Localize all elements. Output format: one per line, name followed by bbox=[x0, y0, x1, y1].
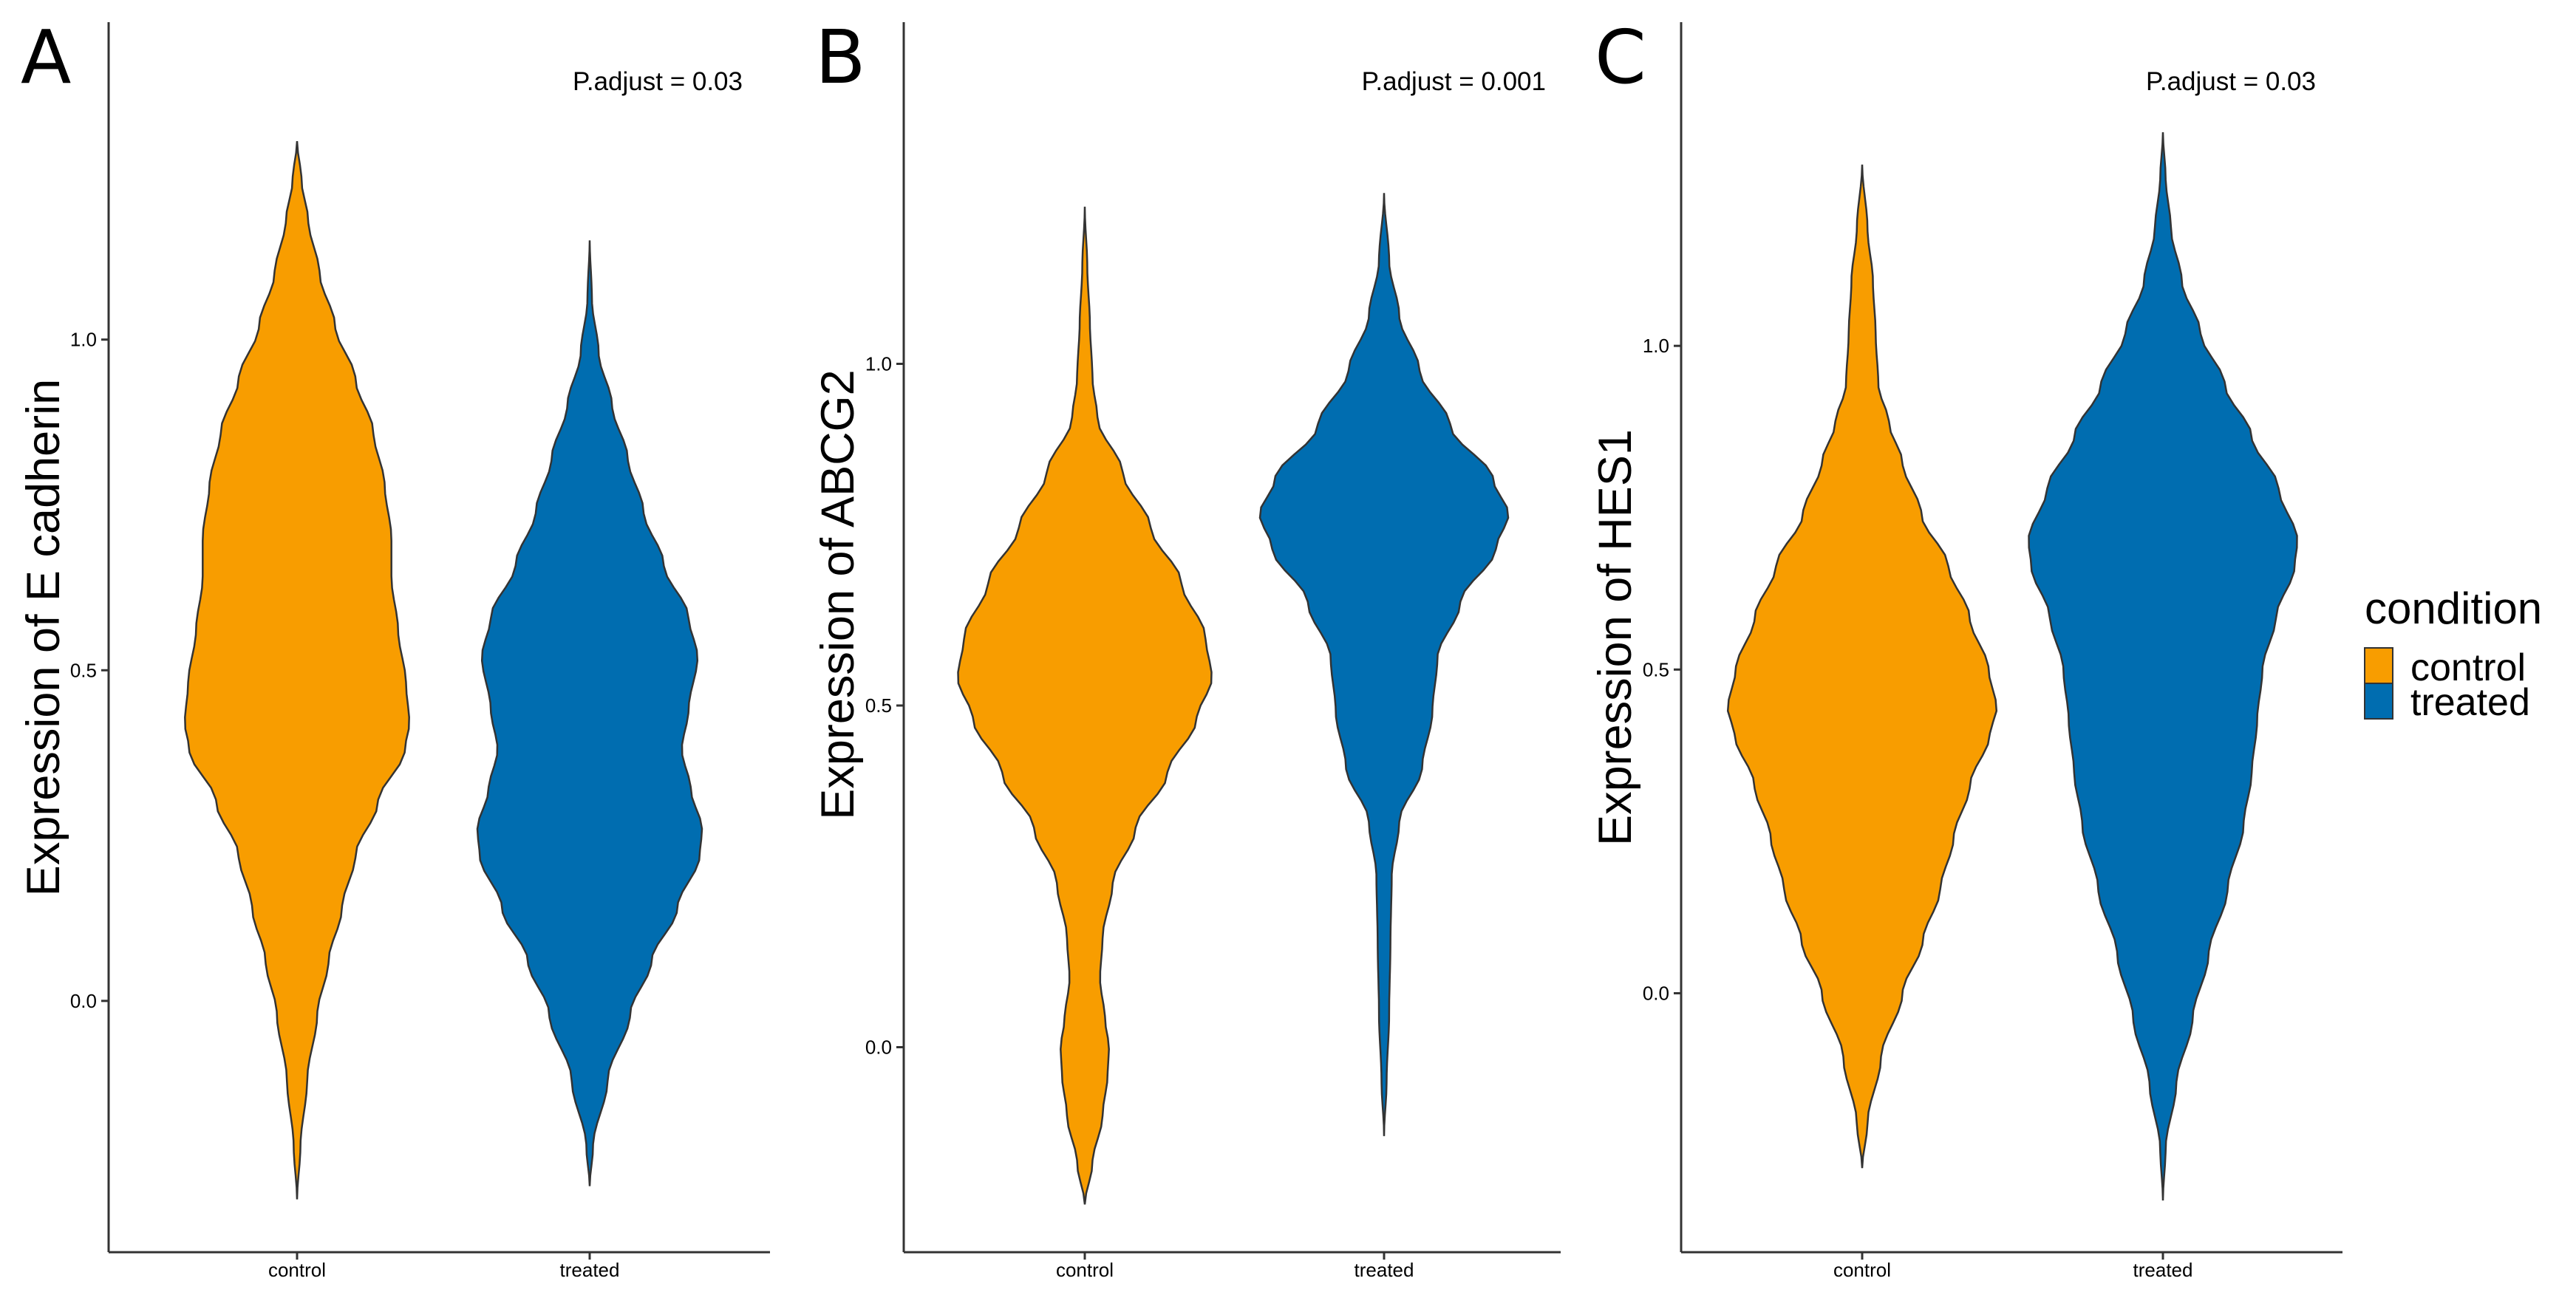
panel-label-a: A bbox=[21, 14, 71, 100]
violin-group-a bbox=[184, 140, 703, 1200]
legend-label-control: control bbox=[2410, 646, 2526, 689]
legend: condition control treated bbox=[2364, 584, 2542, 724]
y-tick-label-c-2: 1.0 bbox=[1643, 335, 1669, 357]
panel-label-b: B bbox=[815, 14, 866, 100]
annotation-c: P.adjust = 0.03 bbox=[2146, 67, 2316, 96]
violin-group-b bbox=[957, 193, 1510, 1205]
y-ticks-c: 0.0 0.5 1.0 bbox=[1643, 335, 1681, 1004]
x-ticks-c: control treated bbox=[1833, 1252, 2193, 1281]
ylabel-a: Expression of E cadherin bbox=[18, 379, 69, 896]
y-tick-label-c-1: 0.5 bbox=[1643, 658, 1669, 680]
y-tick-label-b-1: 0.5 bbox=[865, 694, 892, 717]
annotation-b: P.adjust = 0.001 bbox=[1362, 67, 1546, 96]
legend-title: condition bbox=[2365, 584, 2542, 633]
legend-swatch-treated bbox=[2364, 683, 2393, 720]
y-tick-label-b-0: 0.0 bbox=[865, 1036, 892, 1059]
y-ticks-a: 0.0 0.5 1.0 bbox=[70, 329, 109, 1012]
panel-label-c: C bbox=[1595, 14, 1646, 100]
violin-group-c bbox=[1726, 131, 2298, 1200]
x-tick-label-a-1: treated bbox=[560, 1259, 620, 1281]
legend-swatch-control bbox=[2364, 647, 2393, 684]
panel-b: B Expression of ABCG2 P.adjust = 0.001 0… bbox=[812, 14, 1561, 1281]
x-ticks-b: control treated bbox=[1056, 1252, 1414, 1281]
x-tick-label-b-0: control bbox=[1056, 1259, 1114, 1281]
violin-treated-a bbox=[476, 240, 703, 1186]
violin-control-a bbox=[184, 140, 410, 1200]
x-tick-label-b-1: treated bbox=[1355, 1259, 1414, 1281]
x-tick-label-c-0: control bbox=[1833, 1259, 1891, 1281]
legend-label-treated: treated bbox=[2410, 681, 2530, 724]
y-ticks-b: 0.0 0.5 1.0 bbox=[865, 353, 904, 1059]
violin-control-b bbox=[957, 206, 1213, 1205]
x-tick-label-a-0: control bbox=[268, 1259, 326, 1281]
ylabel-b: Expression of ABCG2 bbox=[812, 369, 864, 819]
violin-treated-b bbox=[1258, 193, 1510, 1136]
annotation-a: P.adjust = 0.03 bbox=[573, 67, 743, 96]
x-tick-label-c-1: treated bbox=[2133, 1259, 2193, 1281]
y-tick-label-b-2: 1.0 bbox=[865, 353, 892, 375]
violin-control-c bbox=[1726, 164, 1998, 1169]
panel-c: C Expression of HES1 P.adjust = 0.03 0.0… bbox=[1589, 14, 2342, 1281]
y-tick-label-a-0: 0.0 bbox=[70, 990, 97, 1012]
y-tick-label-a-2: 1.0 bbox=[70, 329, 97, 351]
y-tick-label-c-0: 0.0 bbox=[1643, 982, 1669, 1004]
y-tick-label-a-1: 0.5 bbox=[70, 659, 97, 681]
panel-a: A Expression of E cadherin P.adjust = 0.… bbox=[18, 14, 770, 1281]
ylabel-c: Expression of HES1 bbox=[1589, 429, 1641, 846]
violin-treated-c bbox=[2028, 131, 2298, 1200]
x-ticks-a: control treated bbox=[268, 1252, 620, 1281]
